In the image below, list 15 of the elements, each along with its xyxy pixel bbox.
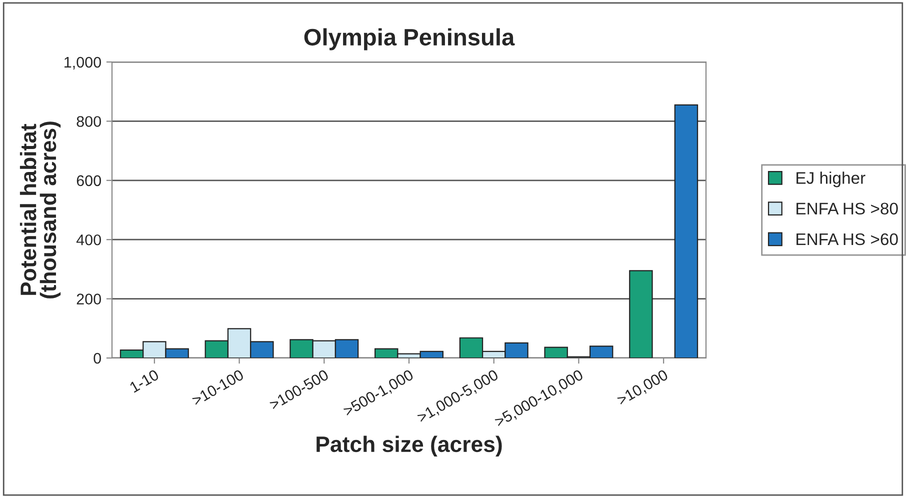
legend-label: ENFA HS >60: [796, 233, 898, 246]
legend-label: ENFA HS >80: [796, 202, 898, 215]
chart-title: Olympia Peninsula: [304, 28, 515, 50]
x-tick-label: 1-10: [129, 369, 160, 393]
bar: [674, 104, 698, 358]
y-tick-label: 1,000: [64, 56, 101, 70]
x-axis-title: Patch size (acres): [316, 436, 502, 456]
y-tick-label: 0: [94, 352, 101, 364]
y-axis-title: Potential habitat (thousand acres): [20, 122, 61, 298]
y-tick-label: 200: [76, 294, 101, 304]
y-tick-label: 600: [76, 175, 101, 186]
y-tick-label: 800: [76, 116, 101, 127]
legend-label: EJ higher: [796, 172, 866, 188]
bar: [629, 270, 653, 358]
y-tick-label: 400: [76, 234, 101, 246]
